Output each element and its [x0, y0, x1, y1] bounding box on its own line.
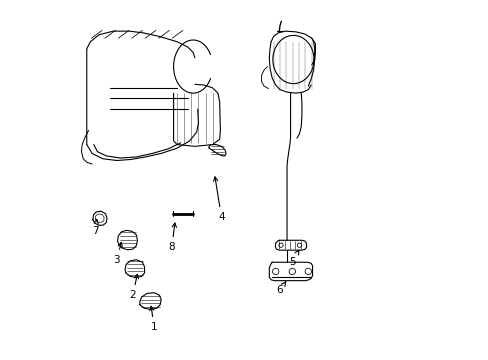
Text: 4: 4	[213, 177, 224, 222]
Text: 1: 1	[149, 306, 157, 332]
Text: 7: 7	[91, 219, 98, 237]
Text: 8: 8	[168, 223, 176, 252]
Text: 6: 6	[276, 282, 285, 295]
Text: 5: 5	[288, 250, 298, 266]
Text: 2: 2	[129, 274, 138, 300]
Text: 3: 3	[113, 242, 122, 265]
